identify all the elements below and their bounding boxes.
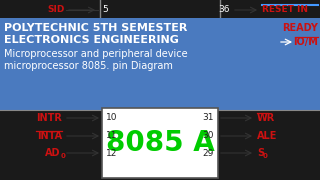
Bar — [0, 18, 320, 110]
Text: POLYTECHNIC 5TH SEMESTER: POLYTECHNIC 5TH SEMESTER — [4, 23, 188, 33]
Text: 12: 12 — [106, 148, 117, 158]
Text: microprocessor 8085. pin Diagram: microprocessor 8085. pin Diagram — [4, 61, 173, 71]
Text: WR: WR — [257, 113, 275, 123]
Text: 8085 A: 8085 A — [106, 129, 214, 157]
Text: ELECTRONICS ENGINEERING: ELECTRONICS ENGINEERING — [4, 35, 179, 45]
Text: INTR: INTR — [36, 113, 62, 123]
Text: 36: 36 — [218, 6, 229, 15]
Text: 31: 31 — [203, 114, 214, 123]
Text: 30: 30 — [203, 132, 214, 141]
Text: IO/M: IO/M — [293, 37, 318, 47]
Text: Microprocessor and peripheral device: Microprocessor and peripheral device — [4, 49, 188, 59]
Text: 29: 29 — [203, 148, 214, 158]
Text: READY: READY — [282, 23, 318, 33]
Text: 0: 0 — [262, 153, 268, 159]
Text: 11: 11 — [106, 132, 117, 141]
Text: ALE: ALE — [257, 131, 277, 141]
Bar — [102, 108, 218, 178]
Text: AD: AD — [44, 148, 60, 158]
Text: SID: SID — [48, 6, 65, 15]
Text: RESET IN: RESET IN — [262, 6, 308, 15]
Text: 10: 10 — [106, 114, 117, 123]
Text: 5: 5 — [102, 6, 108, 15]
Text: INTA: INTA — [37, 131, 62, 141]
Text: S: S — [257, 148, 264, 158]
Text: 0: 0 — [61, 153, 66, 159]
